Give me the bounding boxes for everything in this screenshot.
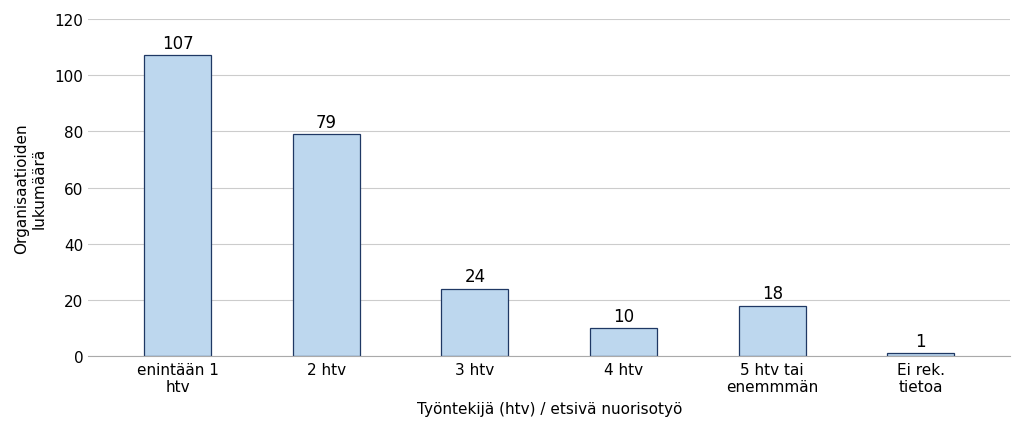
Bar — [738, 306, 806, 356]
Text: 18: 18 — [762, 285, 782, 303]
Text: 1: 1 — [915, 332, 927, 350]
Y-axis label: Organisaatioiden
lukumäärä: Organisaatioiden lukumäärä — [14, 123, 46, 253]
Bar — [293, 135, 359, 356]
Bar — [888, 353, 954, 356]
Bar — [441, 289, 508, 356]
Bar — [144, 56, 211, 356]
Text: 10: 10 — [613, 307, 634, 325]
Text: 107: 107 — [162, 35, 194, 53]
Text: 24: 24 — [464, 268, 485, 286]
Bar — [590, 329, 657, 356]
X-axis label: Työntekijä (htv) / etsivä nuorisotyö: Työntekijä (htv) / etsivä nuorisotyö — [417, 401, 682, 416]
Text: 79: 79 — [315, 114, 337, 132]
